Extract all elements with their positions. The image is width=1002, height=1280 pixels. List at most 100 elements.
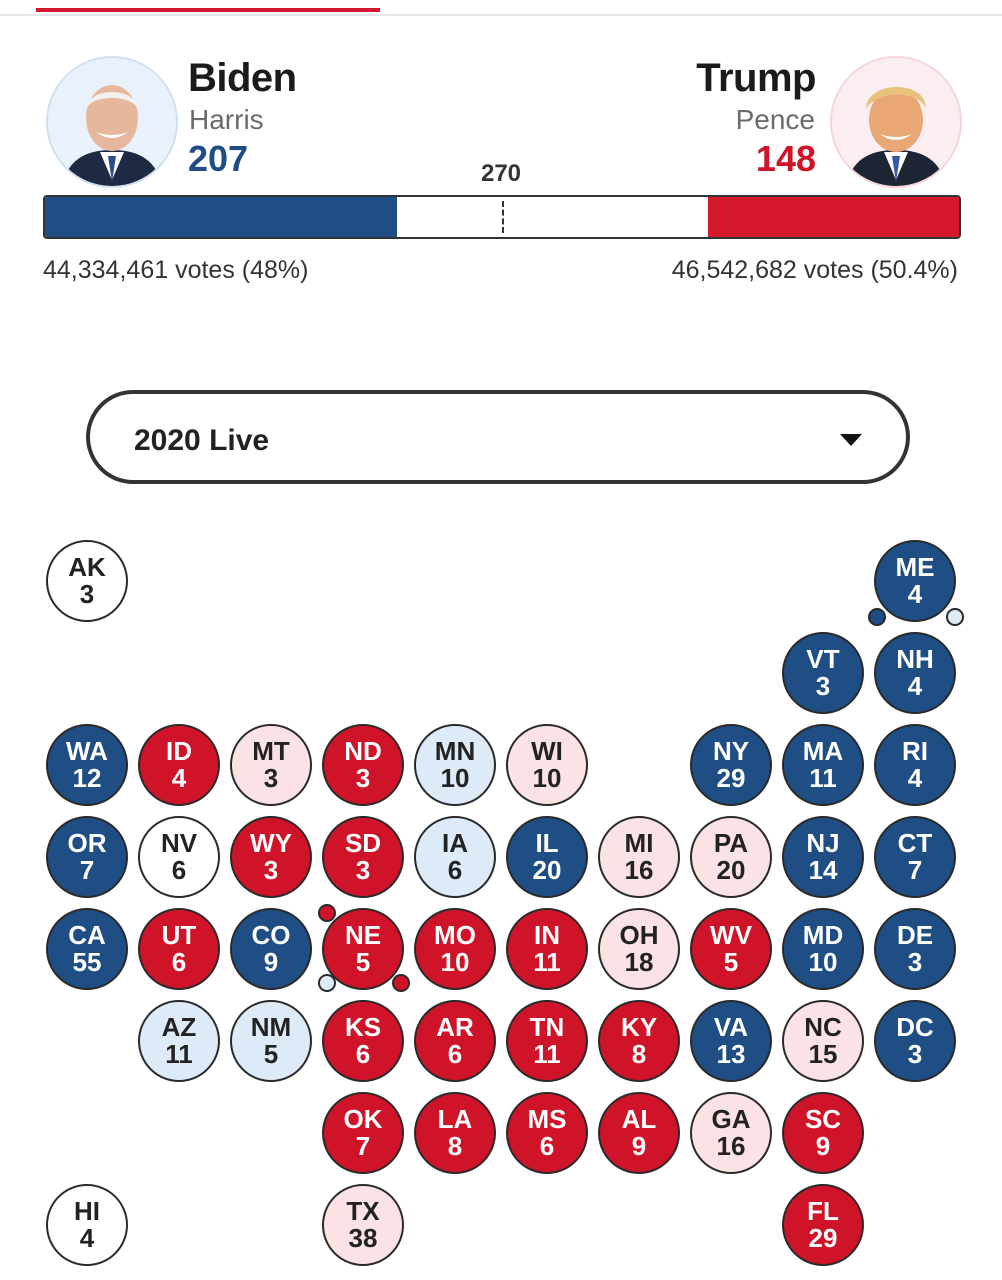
- state-ri[interactable]: RI 4: [874, 724, 956, 806]
- state-ok[interactable]: OK 7: [322, 1092, 404, 1174]
- state-oh[interactable]: OH 18: [598, 908, 680, 990]
- district-dot[interactable]: [868, 608, 886, 626]
- state-electoral-votes: 3: [355, 763, 371, 793]
- state-tx[interactable]: TX 38: [322, 1184, 404, 1266]
- state-electoral-votes: 55: [72, 947, 102, 977]
- state-electoral-votes: 10: [532, 763, 562, 793]
- state-ga[interactable]: GA 16: [690, 1092, 772, 1174]
- state-ks[interactable]: KS 6: [322, 1000, 404, 1082]
- state-de[interactable]: DE 3: [874, 908, 956, 990]
- map-version-select[interactable]: 2020 Live: [86, 390, 910, 484]
- state-id[interactable]: ID 4: [138, 724, 220, 806]
- state-mn[interactable]: MN 10: [414, 724, 496, 806]
- state-electoral-votes: 3: [263, 855, 279, 885]
- state-fl[interactable]: FL 29: [782, 1184, 864, 1266]
- state-electoral-votes: 29: [808, 1223, 838, 1253]
- state-hi[interactable]: HI 4: [46, 1184, 128, 1266]
- state-abbr: OK: [343, 1104, 383, 1135]
- state-mo[interactable]: MO 10: [414, 908, 496, 990]
- state-dc[interactable]: DC 3: [874, 1000, 956, 1082]
- state-abbr: IA: [442, 828, 468, 859]
- state-az[interactable]: AZ 11: [138, 1000, 220, 1082]
- state-nh[interactable]: NH 4: [874, 632, 956, 714]
- state-tn[interactable]: TN 11: [506, 1000, 588, 1082]
- state-electoral-votes: 15: [808, 1039, 838, 1069]
- rep-bar-fill: [707, 197, 959, 237]
- state-abbr: WY: [250, 828, 292, 859]
- state-electoral-votes: 5: [355, 947, 371, 977]
- state-electoral-votes: 11: [165, 1039, 193, 1069]
- district-dot[interactable]: [946, 608, 964, 626]
- state-ia[interactable]: IA 6: [414, 816, 496, 898]
- state-electoral-votes: 6: [171, 947, 187, 977]
- state-nj[interactable]: NJ 14: [782, 816, 864, 898]
- state-co[interactable]: CO 9: [230, 908, 312, 990]
- state-abbr: NY: [712, 736, 750, 767]
- dem-candidate-name: Biden: [188, 56, 297, 100]
- state-ct[interactable]: CT 7: [874, 816, 956, 898]
- state-pa[interactable]: PA 20: [690, 816, 772, 898]
- state-sd[interactable]: SD 3: [322, 816, 404, 898]
- state-ma[interactable]: MA 11: [782, 724, 864, 806]
- district-dot[interactable]: [318, 904, 336, 922]
- state-in[interactable]: IN 11: [506, 908, 588, 990]
- state-abbr: RI: [902, 736, 928, 767]
- state-abbr: FL: [807, 1196, 839, 1227]
- state-il[interactable]: IL 20: [506, 816, 588, 898]
- state-abbr: LA: [437, 1104, 473, 1135]
- state-abbr: NC: [804, 1012, 842, 1043]
- state-abbr: HI: [74, 1196, 100, 1227]
- state-abbr: VA: [713, 1012, 749, 1043]
- state-vt[interactable]: VT 3: [782, 632, 864, 714]
- state-abbr: PA: [713, 828, 749, 859]
- state-electoral-votes: 11: [533, 947, 561, 977]
- state-or[interactable]: OR 7: [46, 816, 128, 898]
- rep-candidate-name: Trump: [696, 56, 816, 100]
- state-ut[interactable]: UT 6: [138, 908, 220, 990]
- state-wa[interactable]: WA 12: [46, 724, 128, 806]
- state-abbr: KS: [344, 1012, 382, 1043]
- state-electoral-votes: 10: [440, 763, 470, 793]
- state-ms[interactable]: MS 6: [506, 1092, 588, 1174]
- state-electoral-votes: 18: [624, 947, 654, 977]
- state-ar[interactable]: AR 6: [414, 1000, 496, 1082]
- state-ak[interactable]: AK 3: [46, 540, 128, 622]
- state-electoral-votes: 16: [624, 855, 654, 885]
- state-mt[interactable]: MT 3: [230, 724, 312, 806]
- state-nm[interactable]: NM 5: [230, 1000, 312, 1082]
- state-nc[interactable]: NC 15: [782, 1000, 864, 1082]
- state-me[interactable]: ME 4: [874, 540, 956, 622]
- state-md[interactable]: MD 10: [782, 908, 864, 990]
- state-abbr: ME: [895, 552, 935, 583]
- state-wv[interactable]: WV 5: [690, 908, 772, 990]
- state-ca[interactable]: CA 55: [46, 908, 128, 990]
- state-wy[interactable]: WY 3: [230, 816, 312, 898]
- state-electoral-votes: 3: [907, 1039, 923, 1069]
- state-al[interactable]: AL 9: [598, 1092, 680, 1174]
- state-va[interactable]: VA 13: [690, 1000, 772, 1082]
- state-nv[interactable]: NV 6: [138, 816, 220, 898]
- state-electoral-votes: 7: [355, 1131, 371, 1161]
- state-electoral-votes: 8: [447, 1131, 463, 1161]
- state-electoral-votes: 6: [447, 855, 463, 885]
- state-la[interactable]: LA 8: [414, 1092, 496, 1174]
- dem-running-mate: Harris: [189, 104, 264, 135]
- state-abbr: AK: [68, 552, 106, 583]
- district-dot[interactable]: [318, 974, 336, 992]
- state-abbr: NM: [250, 1012, 292, 1043]
- state-abbr: MI: [624, 828, 654, 859]
- state-electoral-votes: 16: [716, 1131, 746, 1161]
- state-abbr: IL: [535, 828, 559, 859]
- district-dot[interactable]: [392, 974, 410, 992]
- state-ne[interactable]: NE 5: [322, 908, 404, 990]
- state-wi[interactable]: WI 10: [506, 724, 588, 806]
- state-electoral-votes: 3: [355, 855, 371, 885]
- state-ky[interactable]: KY 8: [598, 1000, 680, 1082]
- state-nd[interactable]: ND 3: [322, 724, 404, 806]
- state-electoral-votes: 4: [907, 671, 923, 701]
- state-ny[interactable]: NY 29: [690, 724, 772, 806]
- caret-down-icon: [840, 434, 862, 446]
- tab-bar: [0, 0, 1002, 16]
- state-sc[interactable]: SC 9: [782, 1092, 864, 1174]
- state-mi[interactable]: MI 16: [598, 816, 680, 898]
